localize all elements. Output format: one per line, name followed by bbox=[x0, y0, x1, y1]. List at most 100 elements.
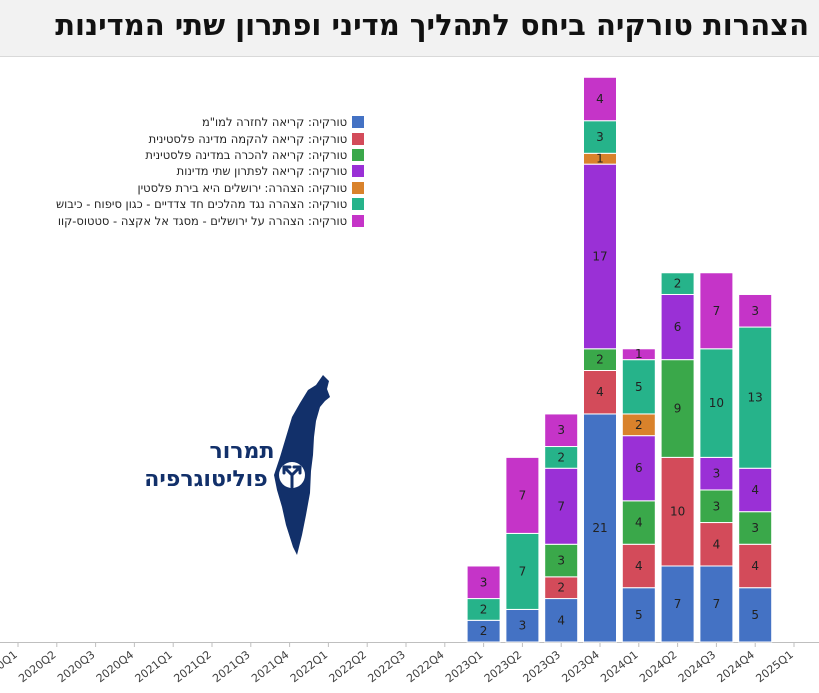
bar-segment bbox=[621, 587, 656, 643]
legend-item: טורקיה: הצהרה: ירושלים היא בירת פלסטין bbox=[56, 180, 365, 196]
bar-segment bbox=[544, 598, 579, 643]
bar-value-label: 1 bbox=[635, 347, 643, 361]
bar-value-label: 9 bbox=[674, 402, 682, 416]
bar-value-label: 5 bbox=[635, 380, 643, 394]
bar-segment bbox=[660, 293, 695, 361]
bar-value-label: 7 bbox=[557, 499, 565, 513]
bar-segment bbox=[544, 413, 579, 448]
bar-segment bbox=[660, 272, 695, 295]
x-tick-label: 2020Q3 bbox=[55, 648, 97, 685]
bar-value-label: 2 bbox=[557, 581, 565, 595]
x-tick-label: 2021Q1 bbox=[133, 648, 175, 685]
legend: טורקיה: קריאה לחזרה למו"מ טורקיה: קריאה ל… bbox=[56, 114, 365, 229]
bar-value-label: 2 bbox=[635, 418, 643, 432]
x-axis: 2020Q12020Q22020Q32020Q42021Q12021Q22021… bbox=[0, 642, 819, 685]
bar-segment bbox=[660, 456, 695, 567]
bar-value-label: 5 bbox=[751, 608, 759, 622]
bar-value-label: 6 bbox=[635, 461, 643, 475]
bar-segment bbox=[660, 359, 695, 458]
legend-swatch bbox=[352, 198, 365, 211]
x-tick-label: 2022Q3 bbox=[365, 648, 407, 685]
bar-value-label: 6 bbox=[674, 320, 682, 334]
legend-item: טורקיה: קריאה לחזרה למו"מ bbox=[56, 114, 365, 130]
bar-value-label: 4 bbox=[751, 559, 759, 573]
bar-value-label: 13 bbox=[748, 391, 763, 405]
bar-segment bbox=[699, 522, 734, 567]
x-tick-label: 2020Q4 bbox=[94, 648, 136, 685]
logo: תמרור פוליטוגרפיה bbox=[144, 375, 330, 555]
legend-label: טורקיה: הצהרה על ירושלים - מסגד אל אקצה … bbox=[57, 213, 348, 228]
bar-value-label: 5 bbox=[635, 608, 643, 622]
x-tick-label: 2021Q2 bbox=[171, 648, 213, 685]
bar-segment bbox=[466, 565, 501, 600]
bar-value-label: 4 bbox=[751, 483, 759, 497]
legend-item: טורקיה: הצהרה נגד מהלכים חד צדדיים - כגו… bbox=[56, 196, 365, 212]
legend-swatch bbox=[352, 165, 365, 178]
x-tick-label: 2024Q3 bbox=[676, 648, 718, 685]
legend-label: טורקיה: הצהרה: ירושלים היא בירת פלסטין bbox=[137, 180, 348, 195]
legend-item: טורקיה: הצהרה על ירושלים - מסגד אל אקצה … bbox=[56, 212, 365, 228]
bar-value-label: 4 bbox=[596, 92, 604, 106]
legend-swatch bbox=[352, 132, 365, 145]
map-silhouette-icon bbox=[274, 375, 330, 555]
legend-swatch bbox=[352, 148, 365, 161]
bar-value-label: 3 bbox=[751, 304, 759, 318]
bar-segment bbox=[621, 435, 656, 502]
bar-value-label: 2 bbox=[480, 624, 488, 638]
x-tick-label: 2025Q1 bbox=[753, 648, 795, 685]
bar-value-label: 7 bbox=[713, 597, 721, 611]
x-tick-label: 2024Q2 bbox=[637, 648, 679, 685]
legend-item: טורקיה: קריאה להקמה מדינה פלסטינית bbox=[56, 130, 365, 146]
x-tick-label: 2022Q4 bbox=[404, 648, 446, 685]
bar-value-label: 1 bbox=[596, 152, 604, 166]
bar-value-label: 3 bbox=[557, 554, 565, 568]
bar-segment bbox=[583, 120, 617, 154]
legend-label: טורקיה: הצהרה נגד מהלכים חד צדדיים - כגו… bbox=[56, 197, 348, 212]
bars: 2233774237232142171345446251710962743310… bbox=[466, 76, 773, 643]
legend-label: טורקיה: קריאה להכרה במדינה פלסטינית bbox=[145, 147, 348, 162]
bar-segment bbox=[583, 413, 617, 643]
bar-segment bbox=[505, 608, 540, 643]
legend-label: טורקיה: קריאה לפתרון שתי מדינות bbox=[176, 164, 348, 179]
x-tick-label: 2023Q4 bbox=[559, 648, 601, 685]
bar-value-label: 7 bbox=[519, 488, 527, 502]
bar-value-label: 3 bbox=[519, 619, 527, 633]
x-tick-label: 2020Q2 bbox=[16, 648, 58, 685]
bar-value-label: 3 bbox=[713, 467, 721, 481]
bar-value-label: 17 bbox=[592, 249, 607, 263]
bar-segment bbox=[699, 272, 734, 350]
bar-value-label: 4 bbox=[713, 537, 721, 551]
bar-value-label: 4 bbox=[635, 516, 643, 530]
x-tick-label: 2024Q4 bbox=[715, 648, 757, 685]
x-tick-label: 2023Q2 bbox=[482, 648, 524, 685]
bar-value-label: 3 bbox=[557, 423, 565, 437]
split-arrow-path bbox=[282, 465, 302, 489]
x-tick-label: 2021Q4 bbox=[249, 648, 291, 685]
bar-segment bbox=[583, 76, 617, 122]
bar-value-label: 4 bbox=[635, 559, 643, 573]
x-tick-label: 2021Q3 bbox=[210, 648, 252, 685]
legend-swatch bbox=[352, 116, 365, 129]
legend-label: טורקיה: קריאה להקמה מדינה פלסטינית bbox=[148, 131, 348, 146]
bar-segment bbox=[544, 543, 579, 578]
legend-item: טורקיה: קריאה לפתרון שתי מדינות bbox=[56, 163, 365, 179]
x-tick-label: 2020Q1 bbox=[0, 648, 20, 685]
legend-swatch bbox=[352, 181, 365, 194]
x-tick-label: 2023Q3 bbox=[521, 648, 563, 685]
bar-segment bbox=[621, 359, 656, 415]
legend-swatch bbox=[352, 214, 365, 227]
bar-value-label: 3 bbox=[713, 499, 721, 513]
bar-value-label: 4 bbox=[557, 613, 565, 627]
title-bar: הצהרות טורקיה ביחס לתהליך מדיני ופתרון ש… bbox=[0, 0, 819, 57]
bar-value-label: 2 bbox=[557, 450, 565, 464]
bar-segment bbox=[699, 489, 734, 524]
bar-segment bbox=[699, 565, 734, 643]
x-tick-label: 2022Q1 bbox=[288, 648, 330, 685]
x-tick-label: 2023Q1 bbox=[443, 648, 485, 685]
logo-text-line2: פוליטוגרפיה bbox=[144, 467, 267, 492]
bar-value-label: 2 bbox=[596, 353, 604, 367]
bar-segment bbox=[505, 456, 540, 534]
chart-title: הצהרות טורקיה ביחס לתהליך מדיני ופתרון ש… bbox=[55, 8, 809, 42]
bar-value-label: 7 bbox=[674, 597, 682, 611]
